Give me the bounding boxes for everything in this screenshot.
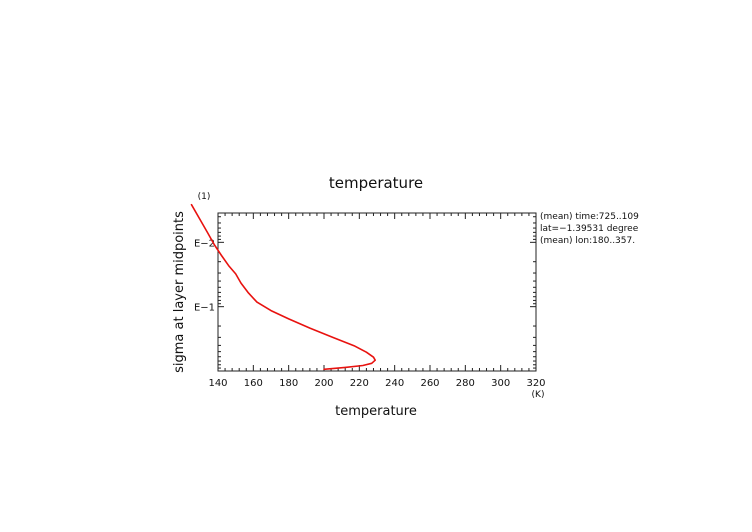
y-axis-unit: (1) — [198, 192, 211, 202]
x-tick-labels: 140 160 180 200 220 240 260 280 300 320 — [208, 378, 545, 389]
x-tick-label: 320 — [526, 378, 545, 389]
x-axis-label: temperature — [335, 404, 417, 419]
plot-frame — [217, 212, 537, 372]
x-axis-unit: (K) — [532, 390, 545, 400]
annotation-line: (mean) lon:180..357. — [540, 236, 635, 246]
annotation-line: (mean) time:725..109 — [540, 212, 639, 222]
annotation-block: (mean) time:725..109 lat=−1.39531 degree… — [540, 212, 639, 246]
x-tick-label: 200 — [314, 378, 333, 389]
x-tick-label: 280 — [456, 378, 475, 389]
series-layer — [190, 203, 377, 370]
x-tick-label: 220 — [350, 378, 369, 389]
y-tick-label: E−2 — [194, 238, 215, 249]
y-tick-label: E−1 — [194, 303, 215, 314]
x-tick-label: 300 — [491, 378, 510, 389]
x-tick-label: 260 — [420, 378, 439, 389]
temperature-series-line — [190, 203, 377, 370]
x-tick-label: 160 — [244, 378, 263, 389]
x-tick-label: 240 — [385, 378, 404, 389]
axis-ticks — [217, 213, 537, 372]
x-tick-label: 140 — [208, 378, 227, 389]
x-tick-label: 180 — [279, 378, 298, 389]
annotation-line: lat=−1.39531 degree — [540, 224, 639, 234]
y-tick-labels: E−2 E−1 — [194, 238, 215, 313]
y-axis-label: sigma at layer midpoints — [172, 211, 187, 373]
chart-title: temperature — [329, 174, 423, 192]
